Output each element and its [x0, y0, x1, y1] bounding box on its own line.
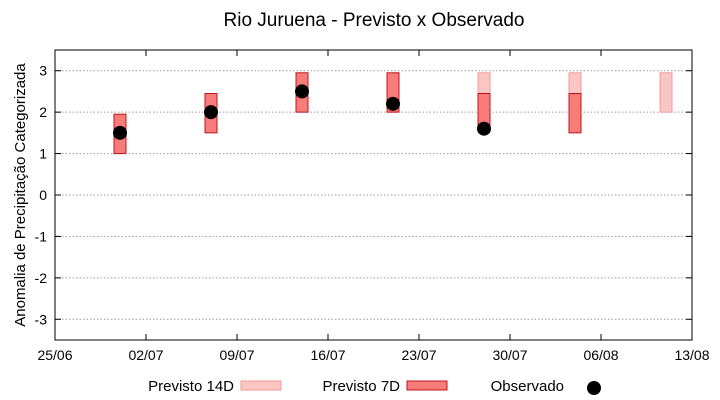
point-observado [477, 121, 491, 136]
y-tick-label: 0 [39, 187, 47, 203]
y-tick-label: 1 [39, 146, 47, 162]
bar-previsto-14d [659, 72, 673, 113]
legend-item-previsto-14d: Previsto 14D [148, 378, 282, 395]
legend-item-previsto-7d: Previsto 7D [322, 378, 448, 395]
legend-swatch-previsto-14d [240, 380, 282, 391]
bar-previsto-7d [568, 93, 582, 134]
legend-marker-observado [587, 381, 601, 395]
legend-item-observado: Observado [491, 378, 601, 395]
legend: Previsto 14D Previsto 7D Observado [148, 378, 601, 395]
x-tick-label: 13/08 [674, 347, 709, 363]
legend-label-observado: Observado [491, 378, 564, 395]
y-tick-label: -3 [35, 311, 48, 327]
y-tick-label: 3 [39, 63, 47, 79]
legend-swatch-previsto-7d [406, 380, 448, 391]
x-tick-label: 02/07 [128, 347, 163, 363]
series-previsto-7d [113, 72, 582, 155]
chart-title: Rio Juruena - Previsto x Observado [224, 10, 525, 31]
x-tick-label: 06/08 [583, 347, 618, 363]
point-observado [204, 105, 218, 120]
grid [55, 70, 692, 320]
x-tick-label: 25/06 [37, 347, 72, 363]
point-observado [113, 125, 127, 140]
x-tick-label: 30/07 [492, 347, 527, 363]
point-observado [386, 96, 400, 111]
y-axis-label: Anomalia de Precipitação Categorizada [12, 63, 29, 327]
series-observado [113, 84, 491, 140]
y-tick-label: 2 [39, 104, 47, 120]
y-tick-label: -1 [35, 228, 48, 244]
x-tick-label: 23/07 [401, 347, 436, 363]
x-tick-label: 09/07 [219, 347, 254, 363]
point-observado [295, 84, 309, 99]
axis-ticks: -3 -2 -1 0 1 2 3 25/06 02/07 09/07 16/07 23/07 30/07… [35, 50, 710, 363]
legend-label-previsto-7d: Previsto 7D [322, 378, 400, 395]
legend-label-previsto-14d: Previsto 14D [148, 378, 234, 395]
y-tick-label: -2 [35, 270, 48, 286]
x-tick-label: 16/07 [310, 347, 345, 363]
